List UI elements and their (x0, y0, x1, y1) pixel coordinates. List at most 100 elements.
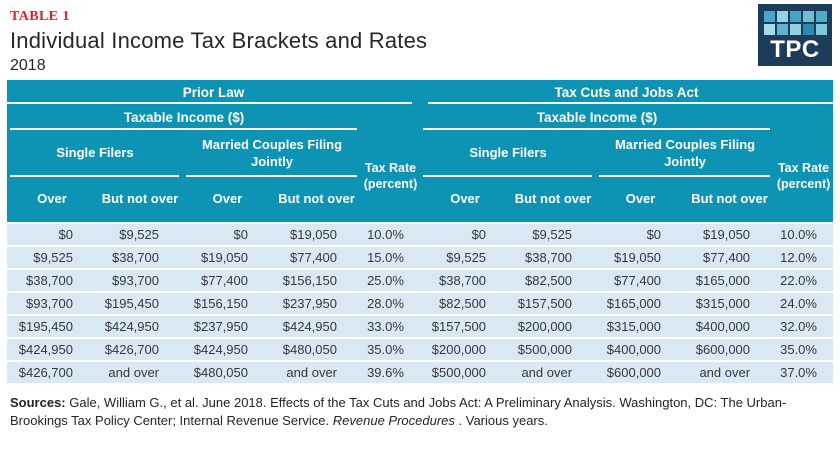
bracket-threshold-cell: $480,050 (272, 338, 361, 362)
header-single-filers: Single Filers (7, 130, 183, 177)
bracket-threshold-cell: $315,000 (596, 315, 686, 339)
tcja-table: Tax Cuts and Jobs Act Taxable Income ($)… (420, 80, 834, 385)
prior-law-table: Prior Law Taxable Income ($) Single File… (7, 80, 421, 385)
bracket-threshold-cell: $156,150 (183, 292, 272, 316)
bracket-threshold-cell: $0 (420, 222, 511, 247)
bracket-threshold-cell: and over (272, 361, 361, 385)
table-row: $157,500 $200,000 $315,000 $400,000 32.0% (420, 315, 834, 339)
bracket-threshold-cell: $195,450 (7, 315, 97, 339)
bracket-threshold-cell: $38,700 (510, 246, 597, 270)
header-spacer (774, 104, 834, 130)
header-over: Over (183, 177, 272, 224)
bracket-threshold-cell: $0 (183, 222, 272, 247)
prior-law-rows: $0 $9,525 $0 $19,050 10.0% $9,525 $38,700 $19,0… (7, 222, 421, 385)
header-married-couples: Married Couples Filing Jointly (596, 130, 775, 177)
logo-square-icon (802, 11, 814, 22)
table-row: $0 $9,525 $0 $19,050 10.0% (420, 222, 834, 247)
column-group-tcja: Tax Cuts and Jobs Act (420, 80, 834, 104)
table-row: $38,700 $82,500 $77,400 $165,000 22.0% (420, 269, 834, 293)
bracket-threshold-cell: $157,500 (420, 315, 511, 339)
bracket-threshold-cell: $9,525 (97, 222, 183, 247)
bracket-threshold-cell: $156,150 (272, 269, 361, 293)
header-but-not-over: But not over (510, 177, 597, 224)
table-tag: TABLE 1 (10, 9, 70, 24)
bracket-threshold-cell: $424,950 (7, 338, 97, 362)
logo-square-icon (789, 24, 801, 35)
bracket-threshold-cell: $165,000 (596, 292, 686, 316)
bracket-threshold-cell: and over (510, 361, 597, 385)
header-taxable-income: Taxable Income ($) (7, 104, 361, 130)
tax-rate-cell: 22.0% (774, 269, 834, 293)
table-row: $38,700 $93,700 $77,400 $156,150 25.0% (7, 269, 421, 293)
tax-rate-cell: 15.0% (361, 246, 421, 270)
tax-rate-cell: 32.0% (774, 315, 834, 339)
table-row: $200,000 $500,000 $400,000 $600,000 35.0% (420, 338, 834, 362)
bracket-threshold-cell: $9,525 (510, 222, 597, 247)
page-title: Individual Income Tax Brackets and Rates (10, 28, 428, 53)
bracket-threshold-cell: $19,050 (183, 246, 272, 270)
bracket-threshold-cell: $500,000 (510, 338, 597, 362)
logo-square-icon (776, 24, 788, 35)
bracket-threshold-cell: $19,050 (272, 222, 361, 247)
logo-square-icon (763, 24, 775, 35)
tpc-logo: TPC (758, 4, 832, 66)
header-but-not-over: But not over (97, 177, 183, 224)
bracket-threshold-cell: $424,950 (97, 315, 183, 339)
table-row: $0 $9,525 $0 $19,050 10.0% (7, 222, 421, 247)
logo-square-icon (763, 11, 775, 22)
bracket-threshold-cell: $157,500 (510, 292, 597, 316)
table-row: $195,450 $424,950 $237,950 $424,950 33.0% (7, 315, 421, 339)
brackets-table: Prior Law Taxable Income ($) Single File… (7, 80, 834, 385)
header-tax-rate: Tax Rate (percent) (361, 130, 421, 224)
tcja-header: Tax Cuts and Jobs Act Taxable Income ($)… (420, 80, 834, 224)
bracket-threshold-cell: $19,050 (596, 246, 686, 270)
header-spacer (361, 104, 421, 130)
page-subtitle: 2018 (10, 57, 46, 74)
bracket-threshold-cell: $82,500 (420, 292, 511, 316)
header-tax-rate: Tax Rate (percent) (774, 130, 834, 224)
tax-rate-cell: 39.6% (361, 361, 421, 385)
bracket-threshold-cell: $38,700 (97, 246, 183, 270)
bracket-threshold-cell: $480,050 (183, 361, 272, 385)
bracket-threshold-cell: $426,700 (7, 361, 97, 385)
bracket-threshold-cell: $200,000 (510, 315, 597, 339)
prior-law-header: Prior Law Taxable Income ($) Single File… (7, 80, 421, 224)
tax-rate-cell: 35.0% (361, 338, 421, 362)
logo-square-icon (815, 11, 827, 22)
bracket-threshold-cell: $82,500 (510, 269, 597, 293)
header-but-not-over: But not over (272, 177, 361, 224)
logo-square-icon (789, 11, 801, 22)
bracket-threshold-cell: $165,000 (685, 269, 775, 293)
bracket-threshold-cell: $237,950 (272, 292, 361, 316)
tax-rate-cell: 33.0% (361, 315, 421, 339)
tax-rate-cell: 28.0% (361, 292, 421, 316)
sources-text: Gale, William G., et al. June 2018. Effe… (10, 395, 787, 429)
table-row: $500,000 and over $600,000 and over 37.0% (420, 361, 834, 385)
header-over: Over (596, 177, 686, 224)
bracket-threshold-cell: $600,000 (596, 361, 686, 385)
bracket-threshold-cell: $400,000 (685, 315, 775, 339)
bracket-threshold-cell: $9,525 (420, 246, 511, 270)
header-over: Over (7, 177, 97, 224)
table-row: $9,525 $38,700 $19,050 $77,400 12.0% (420, 246, 834, 270)
header-married-couples: Married Couples Filing Jointly (183, 130, 361, 177)
tpc-logo-squares-icon (763, 11, 827, 35)
bracket-threshold-cell: $9,525 (7, 246, 97, 270)
bracket-threshold-cell: $424,950 (272, 315, 361, 339)
bracket-threshold-cell: $200,000 (420, 338, 511, 362)
table-row: $9,525 $38,700 $19,050 $77,400 15.0% (7, 246, 421, 270)
bracket-threshold-cell: $424,950 (183, 338, 272, 362)
tax-rate-cell: 25.0% (361, 269, 421, 293)
header-single-filers: Single Filers (420, 130, 597, 177)
tax-rate-cell: 37.0% (774, 361, 834, 385)
bracket-threshold-cell: $77,400 (183, 269, 272, 293)
table-row: $424,950 $426,700 $424,950 $480,050 35.0% (7, 338, 421, 362)
bracket-threshold-cell: $93,700 (7, 292, 97, 316)
bracket-threshold-cell: $38,700 (420, 269, 511, 293)
tax-rate-cell: 24.0% (774, 292, 834, 316)
bracket-threshold-cell: $38,700 (7, 269, 97, 293)
bracket-threshold-cell: $500,000 (420, 361, 511, 385)
tax-rate-cell: 10.0% (774, 222, 834, 247)
tax-rate-cell: 35.0% (774, 338, 834, 362)
page-header: TABLE 1 Individual Income Tax Brackets a… (0, 0, 840, 80)
